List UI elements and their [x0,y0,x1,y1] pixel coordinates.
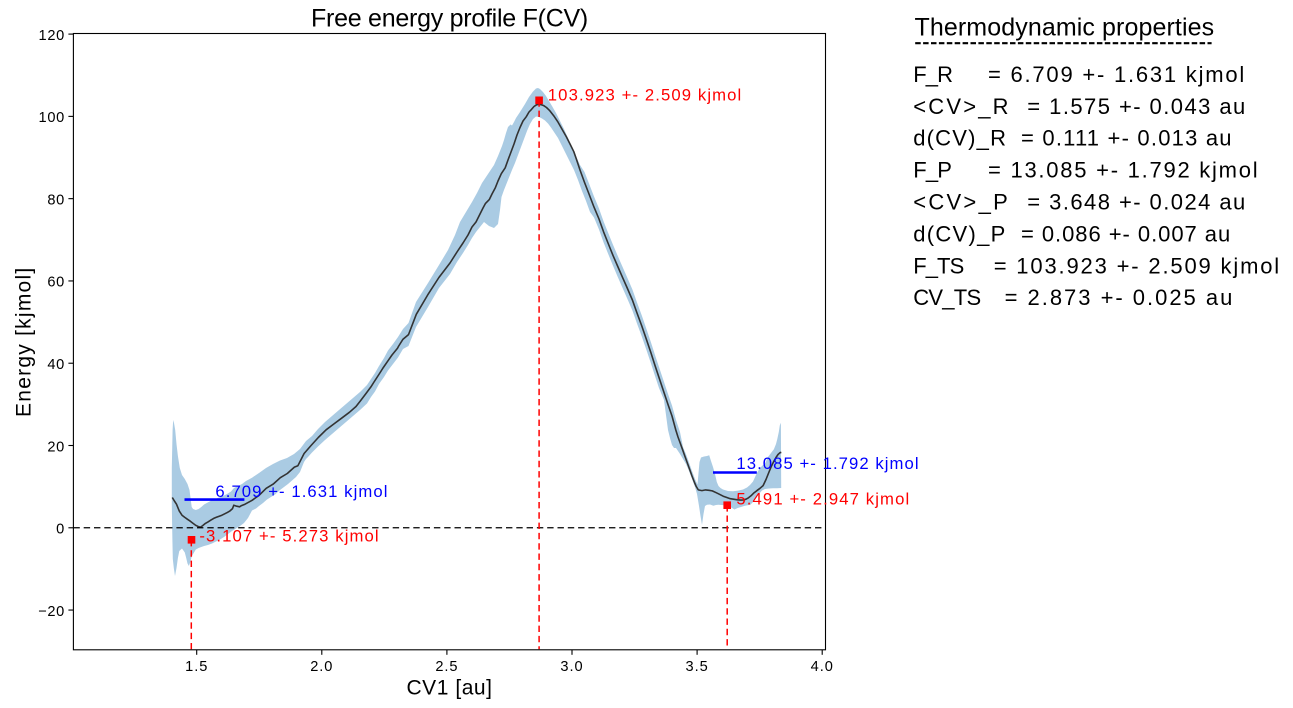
svg-text:0: 0 [56,522,65,538]
svg-text:<CV>_R: <CV>_R [913,94,1011,119]
svg-text:4.0: 4.0 [811,659,834,675]
svg-text:6.709 +- 1.631 kjmol: 6.709 +- 1.631 kjmol [215,482,388,501]
svg-text:d(CV)_R: d(CV)_R [913,126,1007,151]
svg-text:= 3.648 +- 0.024 au: = 3.648 +- 0.024 au [1027,190,1246,215]
svg-text:F_R: F_R [913,62,952,87]
svg-text:= 0.086 +- 0.007 au: = 0.086 +- 0.007 au [1021,221,1231,246]
svg-text:Energy [kjmol]: Energy [kjmol] [13,267,36,417]
svg-text:3.5: 3.5 [686,659,709,675]
svg-text:13.085 +- 1.792 kjmol: 13.085 +- 1.792 kjmol [736,454,919,473]
svg-text:Thermodynamic properties: Thermodynamic properties [915,14,1215,42]
svg-text:5.491 +- 2.947 kjmol: 5.491 +- 2.947 kjmol [736,490,910,509]
svg-text:3.0: 3.0 [560,659,583,675]
svg-text:= 2.873 +- 0.025 au: = 2.873 +- 0.025 au [1005,285,1235,310]
svg-text:20: 20 [47,439,65,455]
svg-text:Free energy profile F(CV): Free energy profile F(CV) [311,5,588,33]
svg-text:2.0: 2.0 [310,659,333,675]
svg-text:= 103.923 +- 2.509 kjmol: = 103.923 +- 2.509 kjmol [994,253,1281,278]
svg-text:-3.107 +- 5.273 kjmol: -3.107 +- 5.273 kjmol [199,527,379,546]
svg-text:d(CV)_P: d(CV)_P [913,221,1006,246]
svg-text:CV_TS: CV_TS [913,285,980,310]
svg-text:100: 100 [39,110,65,126]
svg-text:F_P: F_P [913,158,951,183]
svg-text:120: 120 [39,28,65,44]
svg-text:80: 80 [47,193,65,209]
svg-text:−20: −20 [38,604,65,620]
svg-text:103.923 +- 2.509 kjmol: 103.923 +- 2.509 kjmol [548,86,743,105]
svg-text:2.5: 2.5 [435,659,458,675]
svg-text:= 13.085 +- 1.792 kjmol: = 13.085 +- 1.792 kjmol [988,158,1259,183]
svg-text:F_TS: F_TS [913,253,963,278]
svg-text:= 6.709 +- 1.631 kjmol: = 6.709 +- 1.631 kjmol [988,62,1246,87]
svg-text:<CV>_P: <CV>_P [913,190,1010,215]
svg-text:CV1 [au]: CV1 [au] [406,676,492,699]
svg-text:40: 40 [47,357,65,373]
svg-text:1.5: 1.5 [185,659,208,675]
svg-text:= 1.575 +- 0.043 au: = 1.575 +- 0.043 au [1027,94,1246,119]
svg-text:60: 60 [47,275,65,291]
svg-text:= 0.111 +- 0.013 au: = 0.111 +- 0.013 au [1021,126,1233,151]
